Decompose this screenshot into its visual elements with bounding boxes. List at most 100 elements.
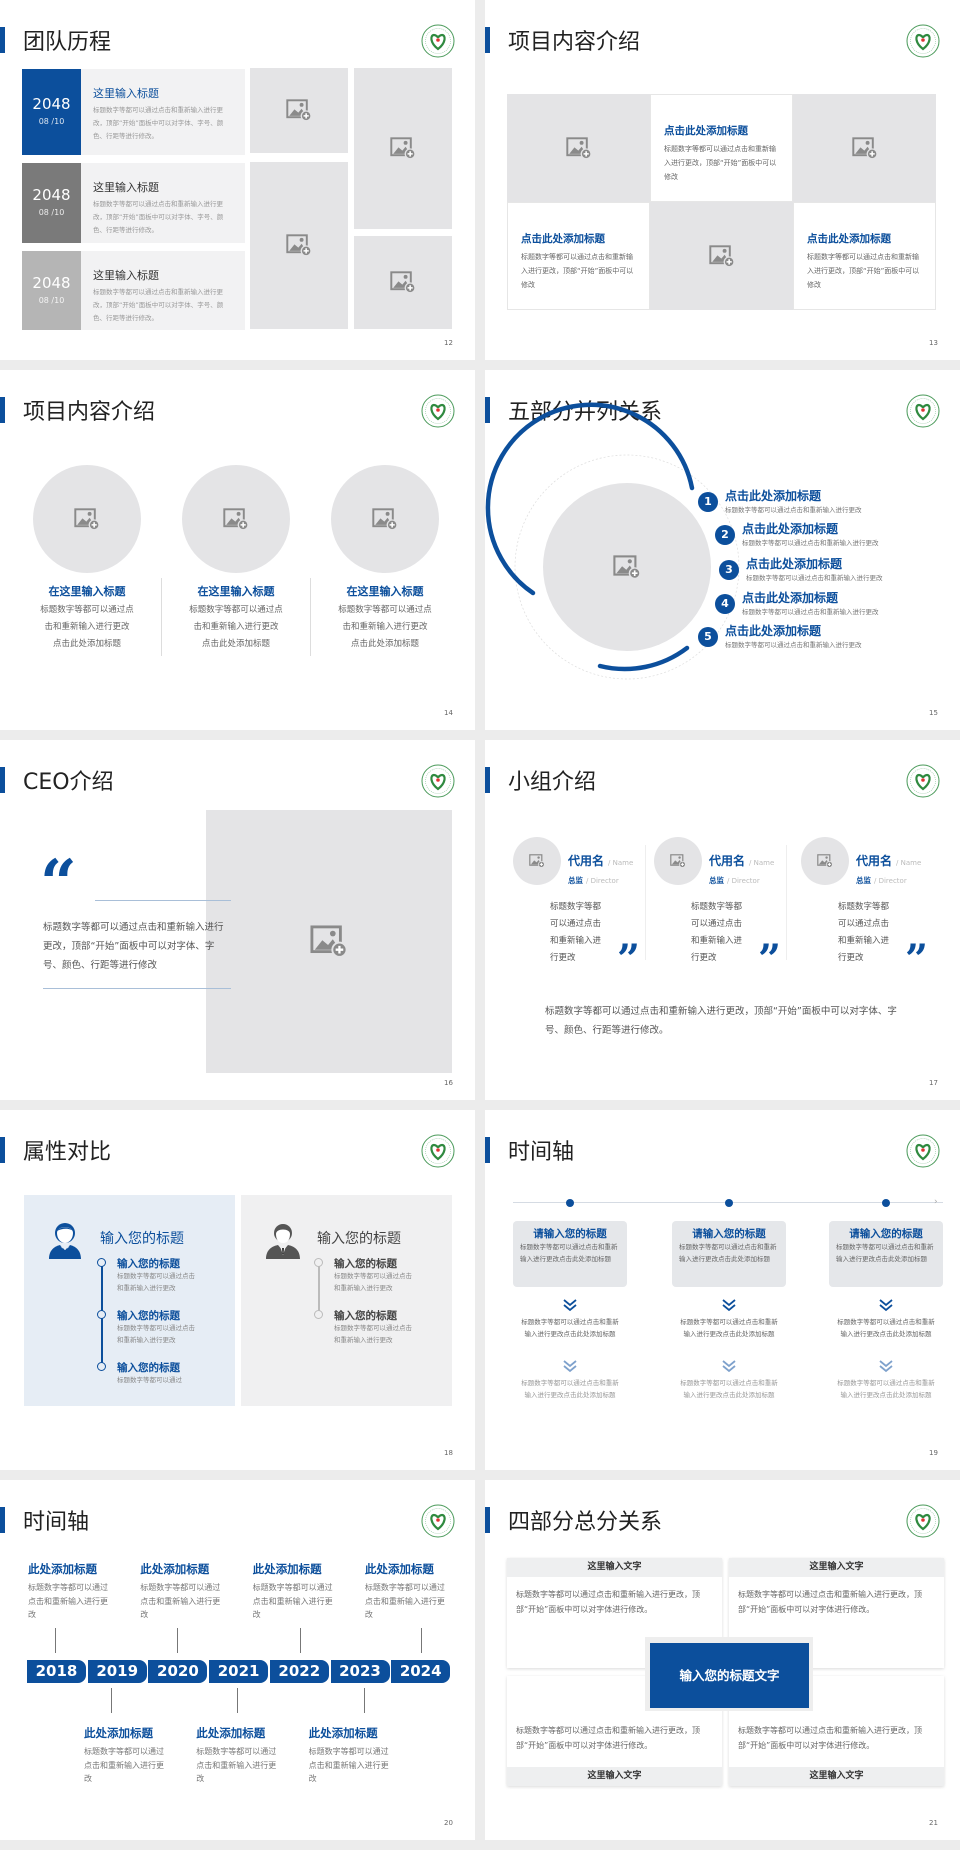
title-accent-bar [485,397,490,423]
item-body: 标题数字等都可以通过点击和重新输入进行更改 [117,1272,195,1292]
year-segment[interactable]: 2018 [27,1660,86,1683]
item-body: 标题数字等都可以通过点击和重新输入进行更改 [308,1747,389,1783]
quadrant-card: 这里输入文字 标题数字等都可以通过点击和重新输入进行更改，顶部“开始”面板中可以对… [507,1676,722,1786]
hospital-logo-icon [421,394,455,428]
image-add-icon [223,508,249,531]
item-heading: 此处添加标题 [28,1562,97,1576]
image-placeholder[interactable] [650,202,793,310]
male-user-icon [265,1221,301,1263]
slide-title: 属性对比 [23,1140,112,1165]
item-heading: 点击此处添加标题 [742,522,839,536]
hospital-logo-icon [421,1134,455,1168]
chevron-down-icon [879,1297,893,1316]
image-add-icon [613,555,641,579]
slide-s14[interactable]: 项目内容介绍 14 在这里输入标题 标题数字等都可以通过点 击和重新输入进行更改 点击此处… [0,370,475,730]
title-accent-bar [0,767,5,793]
content-card: 点击此处添加标题 标题数字等都可以通过点击和重新输入进行更改，顶部“开始”面板中可… [507,202,650,310]
year: 2048 [32,186,71,204]
slide-title: 团队历程 [23,30,112,55]
card-body: 标题数字等都可以通过点击和重新输入进行更改，顶部“开始”面板中可以对字体进行修改… [738,1590,922,1614]
card-heading: 点击此处添加标题 [521,233,605,245]
title-accent-bar [0,1137,5,1163]
image-placeholder[interactable] [33,465,141,573]
year-segment[interactable]: 2019 [87,1660,147,1683]
timeline-node [97,1310,106,1319]
date: 08 /10 [38,117,65,126]
chevron-down-icon [563,1358,577,1377]
image-placeholder[interactable] [182,465,290,573]
item-body: 标题数字等都可以通过点击和重新输入进行更改 [28,1583,108,1619]
slide-s15[interactable]: 五部分并列关系 15 1 点击此处添加标题 标题数字等都可以通过点击和重新输入进行更改 2… [485,370,960,730]
item-heading: 此处添加标题 [252,1562,322,1576]
page-number: 19 [929,1449,938,1457]
card-heading: 这里输入标题 [93,269,159,282]
arrow-right-icon: › [934,1197,938,1207]
divider [161,578,162,656]
slide-s19[interactable]: 时间轴 19 › 请输入您的标题 标题数字等都可以通过点击和重新输入进行更改点击此处添加… [485,1110,960,1470]
item-heading: 输入您的标题 [334,1310,397,1322]
item-heading: 输入您的标题 [117,1258,180,1270]
image-placeholder[interactable] [543,483,711,651]
page-number: 17 [929,1079,938,1087]
step-text: 标题数字等都可以通过点击和重新输入进行更改点击此处添加标题 [837,1318,935,1338]
image-placeholder[interactable] [654,837,702,885]
item-body: 标题数字等都可以通过点击和重新输入进行更改 [84,1747,164,1783]
item-body: 标题数字等都可以通过点击和重新输入进行更改 [117,1324,195,1344]
image-placeholder[interactable] [801,837,849,885]
item-heading: 点击此处添加标题 [742,591,839,605]
member-name: 代用名 [856,854,893,868]
slide-title: 项目内容介绍 [508,30,641,55]
slide-s20[interactable]: 时间轴 20 此处添加标题 标题数字等都可以通过点击和重新输入进行更改 此处添加标题 标题… [0,1480,475,1840]
divider [310,578,311,656]
image-placeholder[interactable] [206,810,452,1073]
panel-heading: 输入您的标题 [100,1231,184,1247]
image-placeholder[interactable] [793,94,936,202]
number-badge: 4 [715,594,735,614]
card-body: 标题数字等都可以通过点击和重新输入进行更改，顶部“开始”面板中可以对字体进行修改… [516,1726,700,1750]
slide-s18[interactable]: 属性对比 18 输入您的标题 输入您的标题 标题数字等都可以通过点击和重新输入进行更改输… [0,1110,475,1470]
item-body: 标题数字等都可以通过点击和重新输入进行更改 [725,506,862,514]
slide-s21[interactable]: 四部分总分关系 21 这里输入文字 标题数字等都可以通过点击和重新输入进行更改，顶部“… [485,1480,960,1840]
page-number: 15 [929,709,938,717]
list-item: 点击此处添加标题 标题数字等都可以通过点击和重新输入进行更改 [742,589,879,616]
item-heading: 输入您的标题 [334,1258,397,1270]
year-segment[interactable]: 2023 [330,1660,390,1683]
item-heading: 此处添加标题 [84,1726,153,1740]
slide-title: CEO介绍 [23,770,114,795]
divider [786,845,787,960]
member-role: 总监 [568,876,583,885]
image-placeholder[interactable] [331,465,439,573]
image-placeholder[interactable] [250,162,348,329]
image-placeholder[interactable] [250,68,348,153]
image-placeholder[interactable] [513,837,561,885]
image-placeholder[interactable] [354,68,452,229]
slide-s17[interactable]: 小组介绍 17 代用名 / Name 总监 / Director 标题数字等都可以通过点击和… [485,740,960,1100]
hospital-logo-icon [421,1504,455,1538]
year-segment[interactable]: 2024 [391,1660,451,1683]
image-placeholder[interactable] [507,94,650,202]
slide-s16[interactable]: CEO介绍 16 “标题数字等都可以通过点击和重新输入进行更改，顶部“开始”面板中可… [0,740,475,1100]
slide-s12[interactable]: 团队历程 12 2048 08 /10 这里输入标题 标题数字等都可以通过点击和重新输入进… [0,0,475,360]
item-body: 标题数字等都可以通过点击和重新输入进行更改 [334,1324,412,1344]
year-segment[interactable]: 2022 [269,1660,329,1683]
timeline-node [314,1310,323,1319]
item-line: 击和重新输入进行更改 [193,622,279,632]
history-card: 这里输入标题 标题数字等都可以通过点击和重新输入进行更改，顶部“开始”面板中可以对… [81,251,245,330]
close-quote-icon: ” [905,936,929,983]
number-badge: 3 [719,560,739,580]
item-heading: 此处添加标题 [364,1562,434,1576]
image-placeholder[interactable] [354,236,452,329]
item-body: 标题数字等都可以通过点击和重新输入进行更改 [742,539,879,547]
card-heading: 点击此处添加标题 [664,125,748,137]
card-label: 这里输入文字 [729,1558,944,1577]
chevron-down-icon [563,1297,577,1316]
hospital-logo-icon [906,764,940,798]
hospital-logo-icon [906,1504,940,1538]
hospital-logo-icon [421,24,455,58]
member-name-row: 代用名 / Name [709,850,774,869]
member-role-en: / Director [727,877,760,885]
year-segment[interactable]: 2020 [148,1660,208,1683]
year-segment[interactable]: 2021 [209,1660,269,1683]
divider [43,988,231,989]
slide-s13[interactable]: 项目内容介绍 13 点击此处添加标题 标题数字等都可以通过点击和重新输入进行更改，顶部… [485,0,960,360]
